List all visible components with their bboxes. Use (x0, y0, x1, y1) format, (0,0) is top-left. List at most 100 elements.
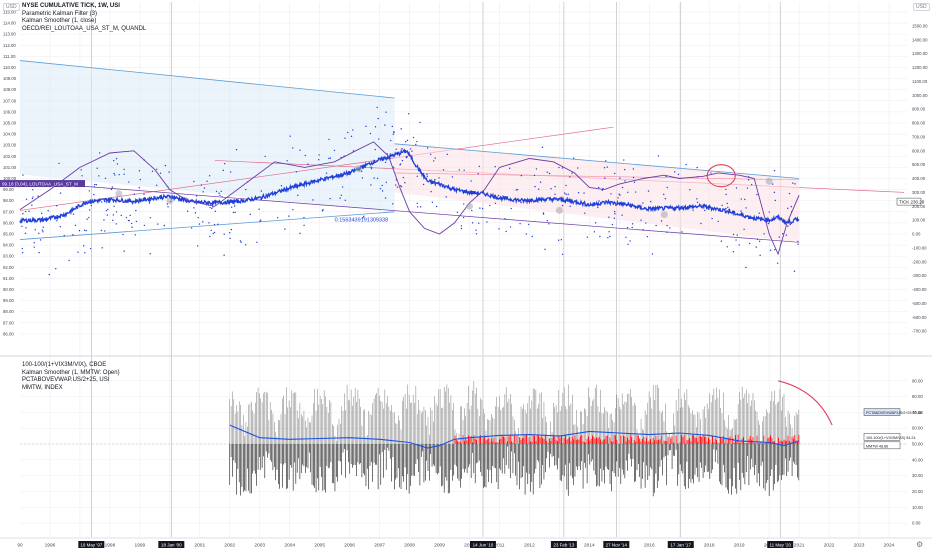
scatter-point-2 (80, 169, 82, 171)
scatter-point-134 (609, 235, 611, 238)
scatter-point-283 (56, 205, 58, 207)
scatter-point-373 (516, 188, 519, 191)
scatter-point-289 (749, 242, 751, 245)
scatter-point-14 (81, 175, 83, 177)
scatter-point-334 (565, 193, 567, 196)
scatter-point-285 (727, 206, 729, 209)
scatter-point-230 (96, 167, 98, 169)
scatter-point-28 (186, 210, 189, 212)
scatter-point-101 (209, 235, 211, 238)
scatter-point-129 (218, 192, 220, 194)
x-date-flag-23 (667, 541, 694, 548)
scatter-point-314 (621, 186, 624, 189)
left-axis-label-17: 103.00 (3, 143, 17, 148)
right-axis-label-6: -100.00 (912, 245, 927, 250)
legend-bottom-4[interactable]: MMTW, INDEX (22, 384, 63, 391)
series-kalman-mmtw (229, 424, 800, 449)
scatter-point-516 (740, 198, 742, 200)
scatter-point-80 (118, 173, 120, 176)
scatter-point-340 (122, 233, 124, 236)
scatter-point-369 (321, 210, 324, 212)
scatter-point-347 (31, 197, 34, 200)
bottom-axis-label-9: 90.00 (912, 378, 923, 383)
bottom-axis-label-8: 80.00 (912, 394, 923, 399)
right-axis-label-1: -600.00 (912, 315, 927, 320)
scatter-point-463 (393, 131, 395, 134)
scatter-point-513 (72, 234, 74, 236)
scatter-point-473 (430, 153, 432, 156)
bottom-axis-label-7: 70.00 (912, 410, 923, 415)
scatter-point-73 (344, 137, 346, 139)
scatter-point-393 (539, 181, 542, 183)
scatter-point-396 (299, 149, 301, 151)
scatter-point-221 (607, 236, 609, 239)
scatter-point-254 (98, 175, 100, 177)
scatter-point-216 (416, 175, 418, 177)
scatter-point-448 (519, 222, 521, 225)
currency-badge-right[interactable]: USD (913, 3, 930, 11)
scatter-point-234 (385, 111, 387, 113)
legend-indicator-3[interactable]: OECD/REI_LOUTOAA_USA_ST_M, QUANDL (22, 25, 147, 32)
left-axis-label-10: 96.00 (3, 220, 14, 225)
scatter-point-388 (471, 222, 474, 224)
scatter-point-489 (373, 177, 375, 179)
scatter-point-133 (586, 236, 588, 238)
legend-bottom-1[interactable]: 100-100/(1+VIX3M/VIX), CBOE (22, 362, 107, 368)
scatter-point-508 (307, 163, 309, 165)
signal-marker-2 (355, 165, 363, 173)
scatter-point-258 (213, 231, 216, 234)
scatter-point-366 (221, 196, 223, 198)
scatter-point-302 (101, 247, 103, 249)
x-axis-label-28: 2021 (794, 543, 805, 549)
legend-bottom-2[interactable]: Kalman Smoother (1, MMTW: Open) (22, 369, 120, 376)
scatter-point-359 (746, 187, 749, 189)
scatter-point-42 (198, 223, 201, 225)
scatter-point-492 (392, 133, 395, 135)
scatter-point-182 (93, 193, 95, 196)
legend-main-symbol[interactable]: NYSE CUMULATIVE TICK, 1W, USI (22, 3, 120, 9)
scatter-point-239 (608, 231, 610, 233)
scatter-point-118 (550, 188, 552, 190)
channel-upper-line-1 (19, 60, 395, 99)
scatter-point-91 (475, 229, 477, 231)
scatter-point-12 (445, 196, 447, 198)
scatter-point-176 (384, 161, 387, 164)
scatter-point-77 (597, 206, 599, 209)
scatter-point-125 (340, 194, 343, 196)
scatter-point-181 (157, 223, 159, 225)
scatter-point-444 (475, 233, 478, 235)
scatter-point-78 (720, 240, 723, 242)
scatter-point-371 (422, 183, 425, 186)
scatter-point-120 (63, 234, 65, 237)
scatter-point-420 (127, 219, 130, 222)
right-axis-label-13: 600.00 (912, 148, 926, 153)
left-axis-label-9: 95.00 (3, 232, 14, 237)
currency-badge-left[interactable]: USD (3, 3, 20, 11)
legend-indicator-2[interactable]: Kalman Smoother (1, close) (22, 18, 97, 25)
scatter-point-442 (573, 157, 575, 159)
bottom-series-tag-label-0: PCTABOVEVWAP.US/2+25 69.88 (866, 411, 922, 415)
scatter-point-88 (234, 211, 236, 214)
scatter-point-266 (99, 152, 101, 154)
legend-bottom-3[interactable]: PCTABOVEVWAP.US/2+25, USI (22, 377, 110, 384)
scatter-point-104 (379, 187, 382, 190)
scatter-point-329 (419, 206, 422, 208)
signal-marker-3 (465, 202, 473, 210)
settings-gear-icon[interactable]: ⚙ (916, 540, 924, 549)
scatter-point-155 (797, 243, 799, 245)
scatter-point-142 (725, 188, 727, 191)
x-axis-label-17: 2011 (494, 543, 505, 549)
scatter-point-103 (497, 194, 500, 197)
scatter-point-150 (206, 180, 208, 182)
scatter-point-326 (103, 219, 105, 221)
bottom-series-tag-label-2: MMTW 48.86 (866, 444, 888, 448)
scatter-point-72 (666, 231, 668, 233)
legend-indicator-1[interactable]: Parametric Kalman Filter (3) (22, 10, 98, 17)
scatter-point-232 (504, 218, 506, 220)
scatter-point-471 (696, 201, 699, 204)
scatter-point-10 (542, 212, 545, 214)
scatter-point-172 (456, 211, 459, 214)
scatter-point-324 (34, 229, 36, 231)
